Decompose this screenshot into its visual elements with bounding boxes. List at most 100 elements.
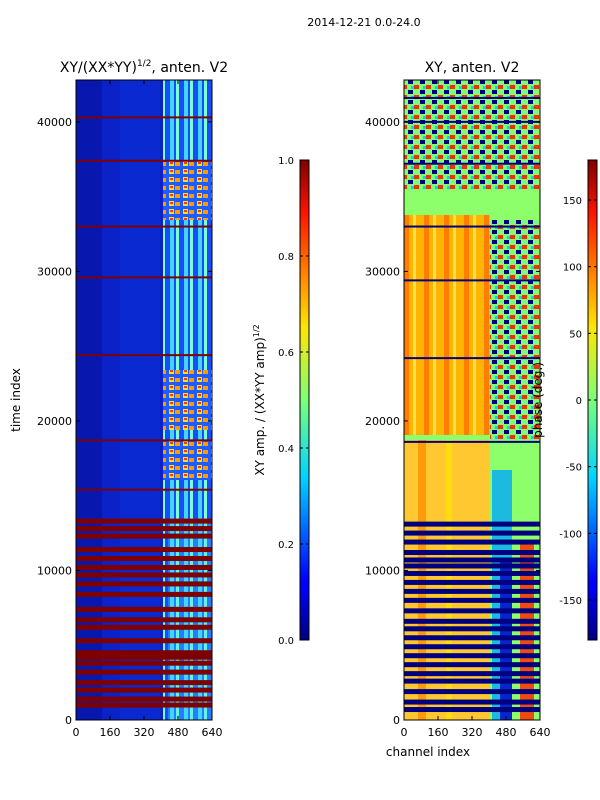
flagged-row: [404, 689, 540, 695]
flagged-row: [76, 526, 212, 532]
y-tick-label: 20000: [37, 415, 72, 428]
colorbar-tick-label: 150: [563, 196, 582, 207]
y-tick-label: 20000: [365, 415, 400, 428]
y-tick-label: 30000: [37, 265, 72, 278]
flagged-row: [404, 539, 540, 545]
flagged-row: [76, 533, 212, 539]
flagged-row: [404, 550, 540, 556]
flagged-row: [76, 624, 212, 630]
colorbar-tick-label: 1.0: [278, 156, 294, 167]
flagged-row: [404, 96, 540, 99]
flagged-row: [76, 276, 212, 279]
flagged-row: [404, 644, 540, 650]
flagged-row: [404, 579, 540, 585]
flagged-row: [404, 707, 540, 713]
flagged-row: [404, 597, 540, 603]
flagged-row: [76, 564, 212, 570]
phase-colorbar: -150 -100 -50 0 50 100 150 phase (deg.): [531, 159, 598, 641]
flagged-row: [76, 660, 212, 666]
phase-colorbar-ticks: -150 -100 -50 0 50 100 150: [559, 196, 597, 607]
phase-axes: 0 160 320 480 640 0 10000 20000 30000 40000: [365, 80, 551, 739]
amplitude-panel: XY/(XX*YY)1/2, anten. V2 0 160 320 480 640 0 1…: [9, 59, 310, 739]
phase-flagged-rows: [404, 96, 540, 713]
flagged-row: [404, 635, 540, 641]
flagged-row: [76, 556, 212, 562]
colorbar-tick-label: -100: [559, 529, 582, 540]
flagged-row: [404, 608, 540, 614]
phase-mixed-top: [404, 80, 540, 190]
phase-colorbar-label: phase (deg.): [531, 362, 545, 438]
y-tick-label: 40000: [37, 116, 72, 129]
flagged-row: [76, 439, 212, 442]
flagged-row: [404, 570, 540, 576]
phase-panel-title: XY, anten. V2: [425, 60, 520, 76]
amplitude-colorbar-gradient: [299, 159, 310, 641]
colorbar-tick-label: 0.0: [278, 636, 294, 647]
phase-warm-region-upper: [404, 215, 490, 435]
flagged-row: [404, 225, 540, 228]
flagged-row: [404, 120, 540, 123]
flagged-row: [76, 606, 212, 612]
flagged-row: [404, 440, 540, 443]
colorbar-tick-label: -50: [566, 463, 582, 474]
flagged-row: [76, 572, 212, 578]
amplitude-hot-region-1: [163, 160, 212, 220]
amplitude-heatmap: [75, 79, 213, 721]
amplitude-ylabel: time index: [9, 368, 23, 432]
flagged-row: [76, 696, 212, 702]
amplitude-colorbar-ticks: 0.0 0.2 0.4 0.6 0.8 1.0: [278, 156, 309, 647]
flagged-row: [404, 557, 540, 563]
colorbar-tick-label: 0.2: [278, 540, 294, 551]
x-tick-label: 0: [401, 726, 408, 739]
flagged-row: [76, 591, 212, 597]
x-tick-label: 480: [496, 726, 517, 739]
y-tick-label: 40000: [365, 116, 400, 129]
flagged-row: [76, 687, 212, 693]
flagged-row: [404, 357, 540, 360]
flagged-row: [404, 662, 540, 668]
amplitude-axes: 0 160 320 480 640 0 10000 20000 30000 40000: [37, 80, 223, 739]
y-tick-label: 30000: [365, 265, 400, 278]
flagged-row: [404, 563, 540, 569]
flagged-row: [404, 618, 540, 624]
x-tick-label: 640: [202, 726, 223, 739]
flagged-row: [76, 702, 212, 708]
flagged-row: [404, 699, 540, 705]
flagged-row: [404, 671, 540, 677]
flagged-row: [76, 581, 212, 587]
flagged-row: [76, 669, 212, 675]
x-tick-label: 320: [134, 726, 155, 739]
x-tick-label: 480: [168, 726, 189, 739]
flagged-row: [76, 225, 212, 228]
amplitude-mid-band: [120, 80, 160, 720]
colorbar-tick-label: 100: [563, 263, 582, 274]
phase-mixed-right: [490, 220, 540, 440]
flagged-row: [76, 488, 212, 491]
flagged-row: [404, 521, 540, 527]
amplitude-hot-region-3: [163, 440, 212, 480]
colorbar-tick-label: 50: [569, 329, 582, 340]
figure-suptitle: 2014-12-21 0.0-24.0: [307, 16, 420, 29]
flagged-row: [404, 653, 540, 659]
y-tick-label: 0: [65, 714, 72, 727]
amplitude-flagged-rows: [76, 116, 212, 708]
x-tick-label: 640: [530, 726, 551, 739]
y-tick-label: 10000: [365, 564, 400, 577]
y-tick-label: 0: [393, 714, 400, 727]
amplitude-colorbar-label: XY amp. / (XX*YY amp)1/2: [252, 324, 267, 475]
phase-heatmap: [403, 79, 541, 721]
flagged-row: [76, 650, 212, 656]
colorbar-tick-label: 0.6: [278, 348, 294, 359]
flagged-row: [76, 547, 212, 553]
flagged-row: [76, 617, 212, 623]
amplitude-colorbar: 0.0 0.2 0.4 0.6 0.8 1.0 XY amp. / (XX*YY amp)…: [252, 156, 310, 647]
colorbar-tick-label: 0.8: [278, 252, 294, 263]
flagged-row: [76, 159, 212, 162]
phase-xlabel: channel index: [386, 745, 470, 759]
colorbar-tick-label: 0: [576, 396, 582, 407]
flagged-row: [76, 354, 212, 357]
amplitude-panel-title: XY/(XX*YY)1/2, anten. V2: [60, 59, 228, 76]
y-tick-label: 10000: [37, 564, 72, 577]
x-tick-label: 160: [428, 726, 449, 739]
